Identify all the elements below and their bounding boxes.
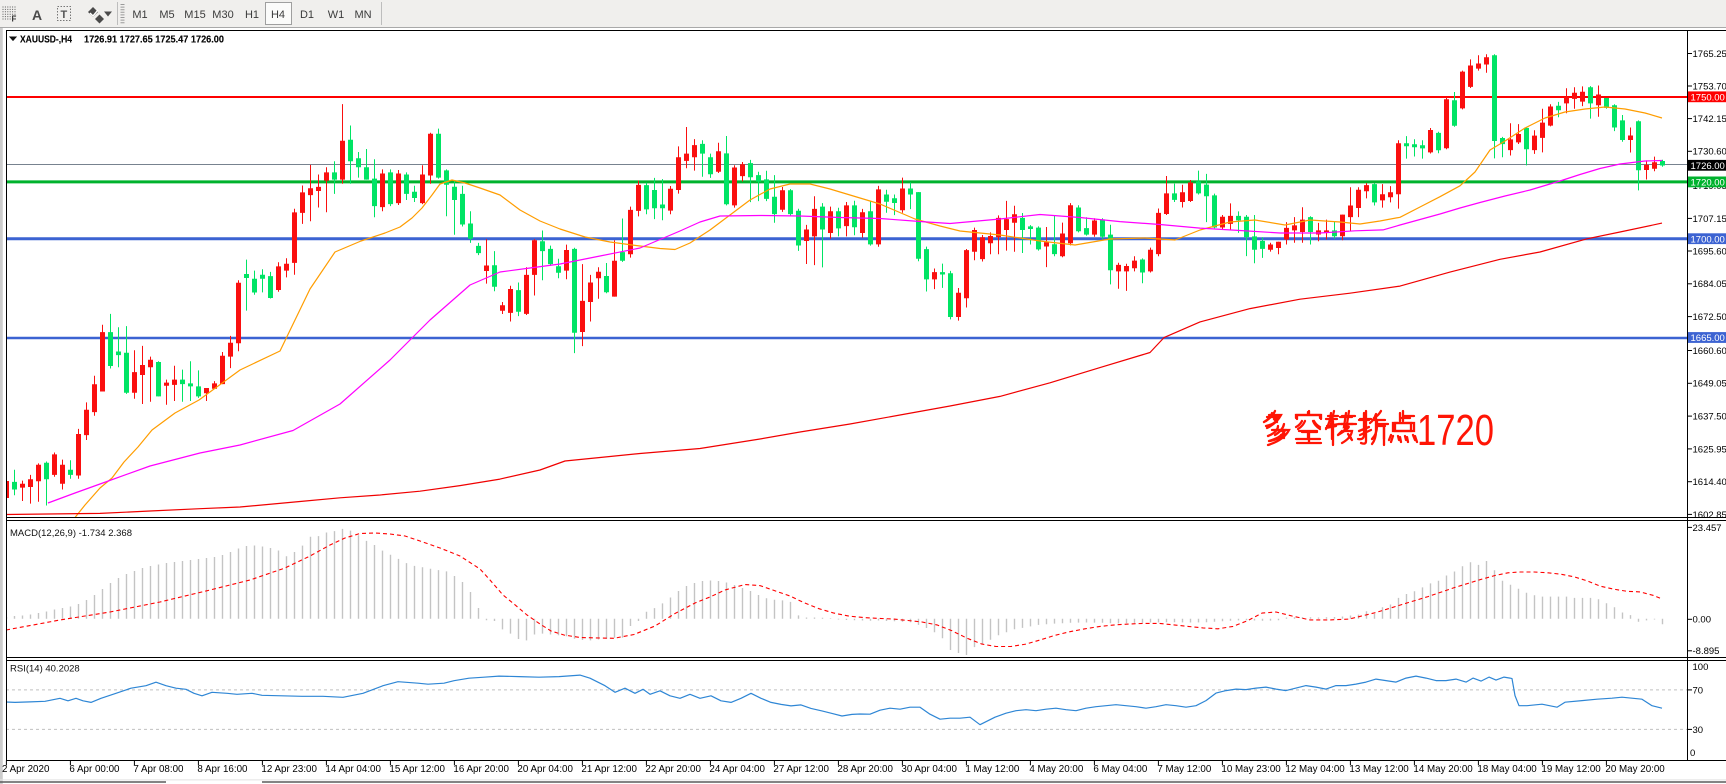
svg-text:1720.00: 1720.00 [1691,178,1725,189]
svg-text:1637.50: 1637.50 [1693,412,1726,423]
svg-text:1720: 1720 [1417,406,1494,455]
svg-text:30 Apr 04:00: 30 Apr 04:00 [901,764,957,775]
svg-text:1649.05: 1649.05 [1693,379,1726,390]
svg-text:XAUUSD-,H4: XAUUSD-,H4 [20,35,72,46]
svg-text:14 Apr 04:00: 14 Apr 04:00 [325,764,381,775]
svg-text:100: 100 [1693,662,1709,673]
svg-text:RSI(14) 40.2028: RSI(14) 40.2028 [10,664,80,675]
svg-text:1700.00: 1700.00 [1691,234,1725,245]
svg-text:1765.25: 1765.25 [1693,49,1726,60]
svg-text:14 May 20:00: 14 May 20:00 [1413,764,1473,775]
svg-text:T: T [61,9,68,21]
svg-text:6 May 04:00: 6 May 04:00 [1093,764,1147,775]
svg-text:20 Apr 04:00: 20 Apr 04:00 [517,764,573,775]
svg-text:28 Apr 20:00: 28 Apr 20:00 [837,764,893,775]
svg-text:1726.91 1727.65 1725.47 1726.0: 1726.91 1727.65 1725.47 1726.00 [84,35,224,46]
svg-text:0.00: 0.00 [1693,615,1712,626]
svg-text:A: A [32,7,42,23]
svg-text:12 May 04:00: 12 May 04:00 [1285,764,1345,775]
svg-text:7 May 12:00: 7 May 12:00 [1157,764,1211,775]
svg-text:1684.05: 1684.05 [1693,279,1726,290]
svg-text:30: 30 [1693,725,1704,736]
svg-text:H4: H4 [271,9,285,21]
svg-text:13 May 12:00: 13 May 12:00 [1349,764,1409,775]
svg-text:1695.60: 1695.60 [1693,246,1726,257]
svg-text:10 May 23:00: 10 May 23:00 [1221,764,1281,775]
svg-text:16 Apr 20:00: 16 Apr 20:00 [453,764,509,775]
svg-text:-8.895: -8.895 [1693,646,1720,657]
svg-text:M15: M15 [184,9,205,21]
svg-text:MN: MN [354,9,371,21]
svg-text:1665.00: 1665.00 [1691,333,1725,344]
svg-text:27 Apr 12:00: 27 Apr 12:00 [773,764,829,775]
svg-text:1 May 12:00: 1 May 12:00 [965,764,1019,775]
svg-text:1742.15: 1742.15 [1693,114,1726,125]
svg-text:1660.60: 1660.60 [1693,346,1726,357]
svg-text:MACD(12,26,9) -1.734 2.368: MACD(12,26,9) -1.734 2.368 [10,528,132,539]
svg-text:1625.95: 1625.95 [1693,444,1726,455]
svg-text:1726.91 1727.65 1725.47 1726.0: 1726.91 1727.65 1725.47 1726.00 [84,35,224,46]
svg-text:15 Apr 12:00: 15 Apr 12:00 [389,764,445,775]
svg-text:1614.40: 1614.40 [1693,477,1726,488]
svg-text:2 Apr 2020: 2 Apr 2020 [2,764,50,775]
svg-text:1726.00: 1726.00 [1691,161,1725,172]
svg-text:21 Apr 12:00: 21 Apr 12:00 [581,764,637,775]
svg-text:20 May 20:00: 20 May 20:00 [1605,764,1665,775]
svg-text:D1: D1 [300,9,314,21]
svg-text:F: F [12,15,17,24]
svg-text:1602.85: 1602.85 [1693,510,1726,521]
svg-text:12 Apr 23:00: 12 Apr 23:00 [261,764,317,775]
svg-text:H1: H1 [245,9,259,21]
svg-text:M5: M5 [159,9,174,21]
svg-text:XAUUSD-,H4: XAUUSD-,H4 [20,35,72,46]
svg-text:1753.70: 1753.70 [1693,81,1726,92]
svg-text:19 May 12:00: 19 May 12:00 [1541,764,1601,775]
svg-text:23.457: 23.457 [1693,523,1722,534]
svg-text:1672.50: 1672.50 [1693,312,1726,323]
svg-text:8 Apr 16:00: 8 Apr 16:00 [197,764,248,775]
svg-text:6 Apr 00:00: 6 Apr 00:00 [69,764,120,775]
svg-text:W1: W1 [328,9,345,21]
svg-text:1707.15: 1707.15 [1693,214,1726,225]
svg-text:4 May 20:00: 4 May 20:00 [1029,764,1083,775]
svg-text:70: 70 [1693,685,1704,696]
svg-text:1730.60: 1730.60 [1693,147,1726,158]
svg-text:0: 0 [1690,748,1695,759]
svg-text:M1: M1 [132,9,147,21]
svg-text:22 Apr 20:00: 22 Apr 20:00 [645,764,701,775]
svg-text:7 Apr 08:00: 7 Apr 08:00 [133,764,184,775]
svg-text:18 May 04:00: 18 May 04:00 [1477,764,1537,775]
svg-text:24 Apr 04:00: 24 Apr 04:00 [709,764,765,775]
svg-text:1750.00: 1750.00 [1691,92,1725,103]
svg-text:M30: M30 [212,9,233,21]
